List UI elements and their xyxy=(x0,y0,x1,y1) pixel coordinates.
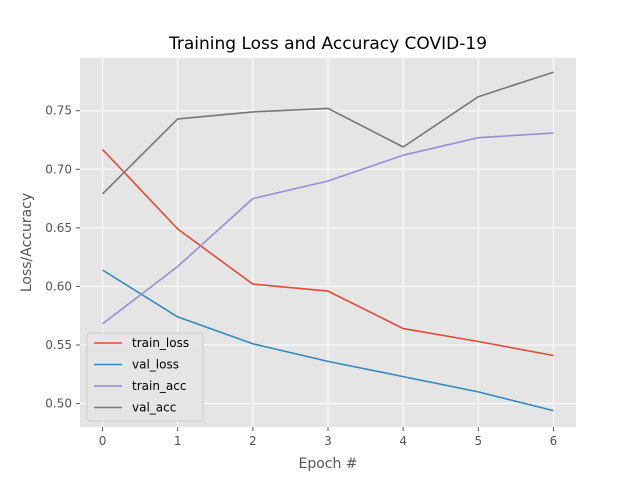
series-lines xyxy=(101,71,554,412)
x-tick-label: 5 xyxy=(474,434,482,448)
y-tick-label: 0.55 xyxy=(45,338,72,352)
x-tick-label: 4 xyxy=(399,434,407,448)
y-axis-label: Loss/Accuracy xyxy=(19,193,35,292)
chart-title: Training Loss and Accuracy COVID-19 xyxy=(168,34,487,54)
legend-label-train_acc: train_acc xyxy=(132,379,186,393)
series-line-val_loss xyxy=(102,269,554,412)
legend: train_loss val_loss train_acc val_acc xyxy=(86,332,204,422)
legend-label-train_loss: train_loss xyxy=(132,336,189,350)
series-line-train_loss xyxy=(101,148,554,357)
y-tick-label: 0.75 xyxy=(45,104,72,118)
x-axis-label: Epoch # xyxy=(298,456,357,472)
legend-box xyxy=(86,332,204,422)
x-tick-label: 2 xyxy=(249,434,257,448)
y-tick-label: 0.65 xyxy=(45,221,72,235)
x-tick-label: 1 xyxy=(174,434,182,448)
legend-label-val_loss: val_loss xyxy=(132,358,179,372)
x-tick-label: 3 xyxy=(324,434,332,448)
series-line-train_acc xyxy=(102,132,554,325)
legend-label-val_acc: val_acc xyxy=(132,401,176,415)
series-line-val_acc xyxy=(101,71,554,195)
y-tick-label: 0.60 xyxy=(45,279,72,293)
x-tick-label: 6 xyxy=(550,434,558,448)
y-tick-label: 0.50 xyxy=(45,397,72,411)
axis-ticks: 0 1 2 3 4 5 6 0.50 0.55 0.60 0.65 0.70 0.75 xyxy=(45,104,557,448)
x-tick-label: 0 xyxy=(99,434,107,448)
y-tick-label: 0.70 xyxy=(45,162,72,176)
